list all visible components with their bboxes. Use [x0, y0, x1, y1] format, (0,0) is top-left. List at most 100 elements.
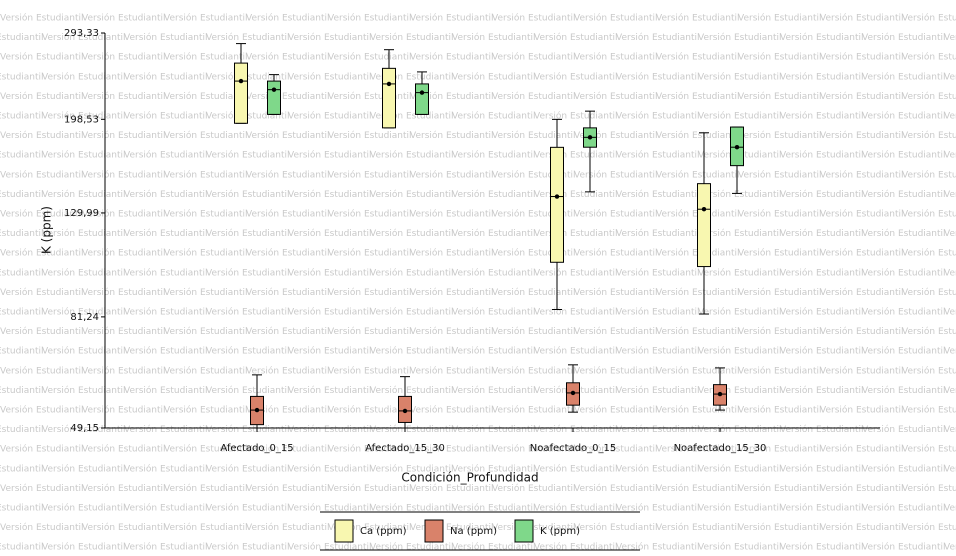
mean	[386, 81, 392, 87]
watermark: Versión Estudiantil	[246, 52, 330, 63]
watermark: Versión Estudiantil	[0, 307, 44, 318]
watermark: Versión Estudiantil	[820, 365, 904, 376]
watermark: Versión Estudiantil	[410, 483, 494, 494]
watermark: Versión Estudiantil	[0, 542, 44, 553]
watermark: Versión Estudiantil	[164, 169, 248, 180]
watermark: Versión Estudiantil	[780, 32, 864, 43]
watermark: Versión Estudiantil	[246, 444, 330, 455]
watermark: Versión Estudiantil	[0, 248, 84, 259]
watermark: Versión Estudiantil	[124, 111, 208, 122]
watermark: Versión Estudiantil	[124, 424, 208, 435]
watermark: Versión Estudiantil	[42, 346, 126, 357]
watermark: Versión Estudiantil	[780, 228, 864, 239]
x-axis-title: Condición_Profundidad	[401, 471, 538, 485]
watermark: Versión Estudiantil	[0, 111, 44, 122]
watermark: Versión Estudiantil	[738, 130, 822, 141]
watermark: Versión Estudiantil	[370, 463, 454, 474]
watermark: Versión Estudiantil	[616, 189, 700, 200]
watermark: Versión Estudiantil	[492, 483, 576, 494]
watermark: Versión Estudiantil	[124, 71, 208, 82]
watermark: Versión Estudiantil	[574, 209, 658, 220]
watermark: Versión Estudiantil	[534, 463, 618, 474]
watermark: Versión Estudiantil	[410, 405, 494, 416]
watermark: Versión Estudiantil	[902, 130, 956, 141]
watermark: Versión Estudiantil	[944, 111, 956, 122]
watermark: Versión Estudiantil	[534, 542, 618, 553]
watermark: Versión Estudiantil	[574, 326, 658, 337]
watermark: Versión Estudiantil	[820, 444, 904, 455]
watermark: Versión Estudiantil	[656, 13, 740, 24]
watermark: Versión Estudiantil	[452, 32, 536, 43]
watermark: Versión Estudiantil	[82, 365, 166, 376]
watermark: Versión Estudiantil	[0, 326, 84, 337]
watermark: Versión Estudiantil	[0, 32, 44, 43]
watermark: Versión Estudiantil	[288, 111, 372, 122]
watermark: Versión Estudiantil	[370, 542, 454, 553]
watermark: Versión Estudiantil	[410, 209, 494, 220]
watermark: Versión Estudiantil	[902, 483, 956, 494]
watermark: Versión Estudiantil	[944, 32, 956, 43]
watermark: Versión Estudiantil	[0, 130, 84, 141]
watermark: Versión Estudiantil	[656, 91, 740, 102]
watermark: Versión Estudiantil	[370, 267, 454, 278]
watermark: Versión Estudiantil	[42, 267, 126, 278]
watermark: Versión Estudiantil	[0, 444, 84, 455]
watermark: Versión Estudiantil	[370, 150, 454, 161]
watermark: Versión Estudiantil	[616, 111, 700, 122]
watermark: Versión Estudiantil	[492, 130, 576, 141]
watermark: Versión Estudiantil	[246, 209, 330, 220]
watermark: Versión Estudiantil	[82, 444, 166, 455]
watermark: Versión Estudiantil	[862, 267, 946, 278]
watermark: Versión Estudiantil	[574, 169, 658, 180]
watermark: Versión Estudiantil	[492, 248, 576, 259]
y-tick-label: 49,15	[70, 423, 99, 434]
watermark: Versión Estudiantil	[206, 267, 290, 278]
watermark: Versión Estudiantil	[574, 91, 658, 102]
watermark: Versión Estudiantil	[820, 13, 904, 24]
watermark: Versión Estudiantil	[452, 463, 536, 474]
watermark: Versión Estudiantil	[206, 346, 290, 357]
watermark: Versión Estudiantil	[738, 169, 822, 180]
watermark: Versión Estudiantil	[0, 267, 44, 278]
watermark: Versión Estudiantil	[328, 91, 412, 102]
watermark: Versión Estudiantil	[42, 228, 126, 239]
watermark: Versión Estudiantil	[534, 346, 618, 357]
watermark: Versión Estudiantil	[862, 542, 946, 553]
watermark: Versión Estudiantil	[328, 13, 412, 24]
watermark: Versión Estudiantil	[656, 326, 740, 337]
watermark: Versión Estudiantil	[82, 91, 166, 102]
watermark: Versión Estudiantil	[902, 365, 956, 376]
watermark: Versión Estudiantil	[124, 307, 208, 318]
watermark: Versión Estudiantil	[616, 267, 700, 278]
watermark: Versión Estudiantil	[698, 346, 782, 357]
watermark: Versión Estudiantil	[452, 385, 536, 396]
watermark: Versión Estudiantil	[206, 424, 290, 435]
watermark: Versión Estudiantil	[328, 130, 412, 141]
watermark: Versión Estudiantil	[0, 522, 84, 533]
watermark: Versión Estudiantil	[492, 169, 576, 180]
watermark: Versión Estudiantil	[534, 32, 618, 43]
watermark: Versión Estudiantil	[0, 209, 84, 220]
box	[382, 67, 396, 129]
watermark: Versión Estudiantil	[534, 307, 618, 318]
watermark: Versión Estudiantil	[164, 52, 248, 63]
watermark: Versión Estudiantil	[944, 385, 956, 396]
watermark: Versión Estudiantil	[902, 326, 956, 337]
watermark: Versión Estudiantil	[738, 91, 822, 102]
legend-swatch	[424, 519, 444, 543]
watermark: Versión Estudiantil	[656, 365, 740, 376]
watermark: Versión Estudiantil	[492, 444, 576, 455]
watermark: Versión Estudiantil	[820, 248, 904, 259]
watermark: Versión Estudiantil	[370, 307, 454, 318]
watermark: Versión Estudiantil	[328, 52, 412, 63]
watermark: Versión Estudiantil	[246, 405, 330, 416]
watermark: Versión Estudiantil	[206, 463, 290, 474]
watermark: Versión Estudiantil	[944, 542, 956, 553]
watermark: Versión Estudiantil	[370, 189, 454, 200]
watermark: Versión Estudiantil	[410, 522, 494, 533]
watermark: Versión Estudiantil	[656, 405, 740, 416]
watermark: Versión Estudiantil	[82, 405, 166, 416]
watermark: Versión Estudiantil	[0, 52, 84, 63]
watermark: Versión Estudiantil	[574, 13, 658, 24]
watermark: Versión Estudiantil	[492, 91, 576, 102]
